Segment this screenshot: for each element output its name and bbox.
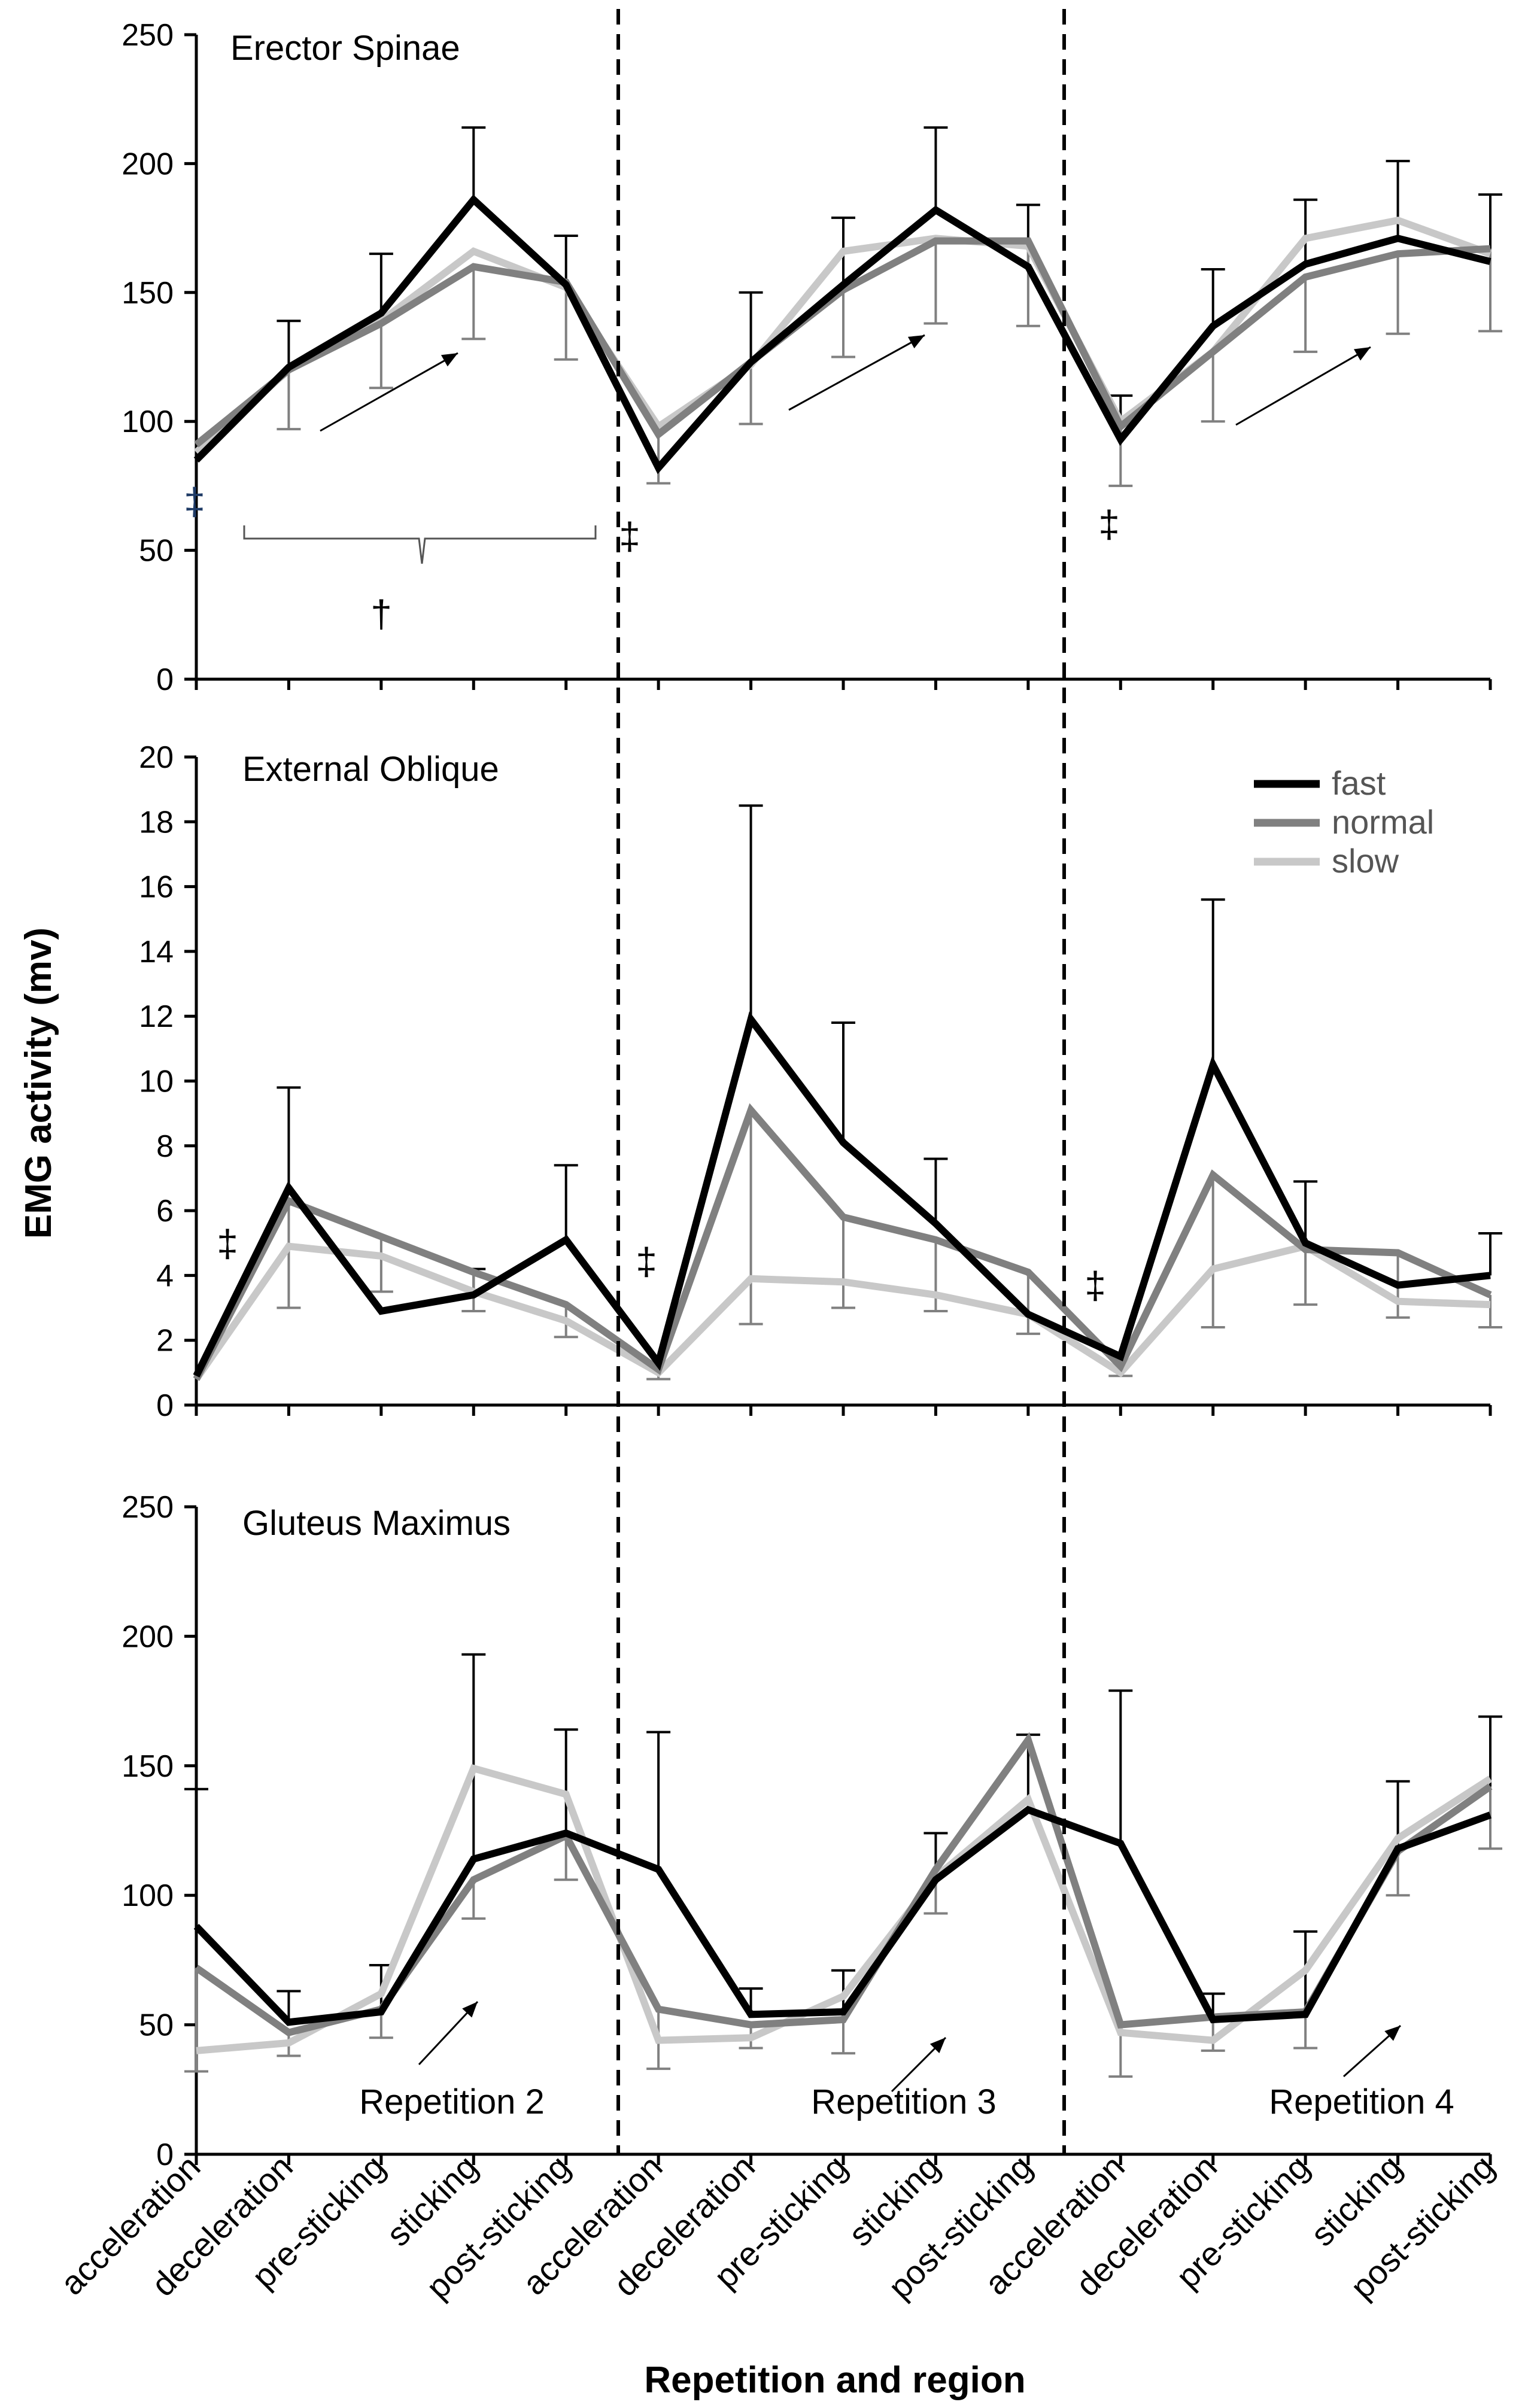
brace-bracket xyxy=(243,525,597,564)
x-axis-title: Repetition and region xyxy=(644,2360,1025,2401)
trend-arrow xyxy=(1235,346,1371,426)
y-tick-label: 200 xyxy=(121,147,174,181)
trend-arrow xyxy=(320,352,458,432)
legend-label-normal: normal xyxy=(1332,803,1434,841)
y-tick-label: 200 xyxy=(121,1619,174,1654)
series-line-fast xyxy=(193,1011,1491,1378)
y-tick-label: 50 xyxy=(139,2008,174,2043)
significance-symbol: † xyxy=(370,592,392,636)
significance-symbol: ‡ xyxy=(184,480,205,523)
y-tick-label: 6 xyxy=(156,1194,174,1229)
panel-title: Gluteus Maximus xyxy=(242,1504,511,1543)
y-tick-label: 14 xyxy=(139,935,174,969)
trend-arrow-head xyxy=(1384,2026,1401,2041)
trend-arrow-head xyxy=(462,2002,478,2018)
y-tick-label: 150 xyxy=(121,1749,174,1784)
panel-title: External Oblique xyxy=(242,750,499,789)
series-line-normal xyxy=(194,237,1491,448)
y-tick-label: 18 xyxy=(139,805,174,840)
repetition-label: Repetition 3 xyxy=(811,2082,997,2121)
y-tick-label: 0 xyxy=(156,2138,174,2172)
trend-arrow-head xyxy=(441,353,458,367)
series-line-slow xyxy=(193,1242,1491,1382)
y-tick-label: 50 xyxy=(139,534,174,568)
y-axis-title: EMG activity (mv) xyxy=(18,928,59,1239)
y-tick-label: 8 xyxy=(156,1129,174,1164)
legend-label-slow: slow xyxy=(1332,842,1399,880)
repetition-label: Repetition 4 xyxy=(1269,2082,1454,2121)
significance-symbol: ‡ xyxy=(619,515,640,558)
series-line-normal xyxy=(193,1103,1492,1381)
y-tick-label: 20 xyxy=(139,740,174,775)
significance-symbol: ‡ xyxy=(1085,1264,1106,1307)
y-tick-label: 250 xyxy=(121,18,174,53)
trend-arrow-head xyxy=(929,2038,946,2054)
y-tick-label: 12 xyxy=(139,999,174,1034)
y-tick-label: 100 xyxy=(121,405,174,439)
y-tick-label: 150 xyxy=(121,276,174,311)
series-line-fast xyxy=(193,194,1491,475)
y-tick-label: 250 xyxy=(121,1490,174,1525)
significance-symbol: ‡ xyxy=(636,1240,657,1283)
panel-title: Erector Spinae xyxy=(230,29,460,68)
significance-symbol: ‡ xyxy=(1098,503,1120,546)
y-tick-label: 100 xyxy=(121,1878,174,1913)
legend-label-fast: fast xyxy=(1332,764,1386,802)
trend-arrow-head xyxy=(1353,347,1371,361)
trend-arrow xyxy=(788,334,925,411)
significance-symbol: ‡ xyxy=(217,1222,238,1265)
y-tick-label: 16 xyxy=(139,870,174,905)
series-line-slow xyxy=(196,1764,1493,2054)
y-tick-label: 0 xyxy=(156,662,174,697)
series-line-fast xyxy=(193,1805,1492,2026)
series-line-slow xyxy=(194,216,1492,455)
y-tick-label: 2 xyxy=(156,1324,174,1358)
y-tick-label: 10 xyxy=(139,1065,174,1099)
y-tick-label: 0 xyxy=(156,1388,174,1423)
repetition-label: Repetition 2 xyxy=(359,2082,545,2121)
trend-arrow-head xyxy=(907,335,925,349)
y-tick-label: 4 xyxy=(156,1258,174,1293)
